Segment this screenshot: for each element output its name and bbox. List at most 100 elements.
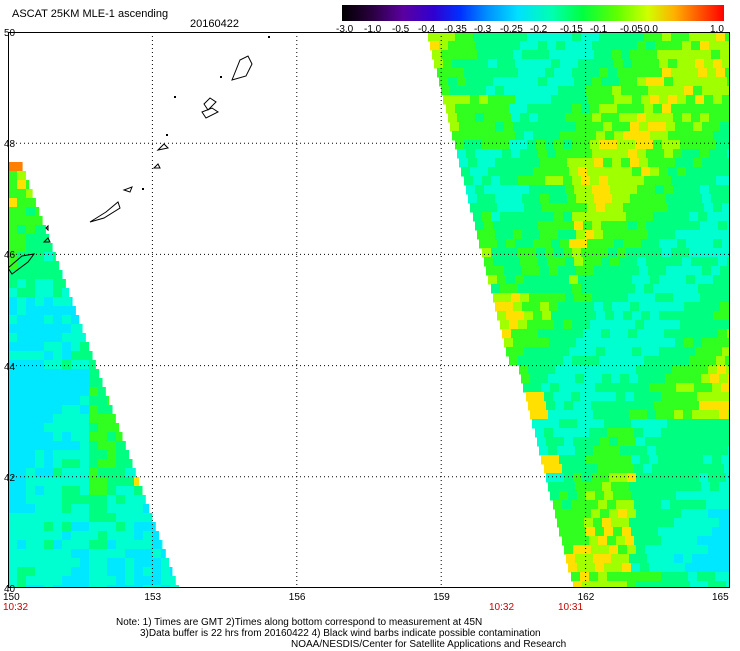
swath-cell — [536, 356, 546, 366]
swath-cell — [477, 158, 487, 168]
swath-cell — [659, 275, 669, 285]
swath-cell — [497, 203, 507, 213]
swath-cell — [587, 167, 597, 177]
swath-cell — [527, 68, 537, 78]
swath-cell — [62, 432, 72, 442]
swath-cell — [547, 41, 557, 51]
swath-cell — [116, 441, 126, 451]
swath-cell — [571, 392, 581, 402]
swath-cell — [682, 257, 692, 267]
swath-cell — [703, 527, 713, 537]
swath-cell — [719, 482, 729, 492]
swath-cell — [603, 266, 613, 276]
swath-cell — [17, 477, 27, 487]
swath-cell — [650, 239, 660, 249]
swath-cell — [721, 563, 730, 573]
swath-cell — [632, 311, 642, 321]
swath-cell — [598, 536, 608, 546]
swath-cell — [461, 167, 471, 177]
swath-cell — [26, 189, 33, 199]
swath-cell — [635, 356, 645, 366]
swath-cell — [709, 41, 719, 51]
swath-cell — [631, 563, 641, 573]
swath-cell — [657, 302, 667, 312]
swath-cell — [524, 203, 534, 213]
swath-cell — [603, 158, 613, 168]
longitude-label: 159 — [433, 592, 450, 603]
swath-cell — [718, 113, 728, 123]
swath-cell — [563, 248, 573, 258]
swath-cell — [685, 527, 695, 537]
swath-cell — [666, 194, 676, 204]
swath-cell — [685, 455, 695, 465]
swath-cell — [567, 230, 577, 240]
swath-cell — [587, 239, 597, 249]
swath-cell — [673, 41, 683, 51]
swath-cell — [143, 585, 153, 588]
swath-cell — [697, 536, 707, 546]
swath-cell — [707, 140, 717, 150]
swath-cell — [618, 581, 628, 588]
swath-cell — [513, 158, 523, 168]
swath-cell — [623, 59, 633, 69]
swath-cell — [621, 158, 631, 168]
swath-cell — [44, 324, 54, 334]
swath-cell — [602, 482, 612, 492]
swath-cell — [629, 446, 639, 456]
swath-cell — [718, 41, 728, 51]
swath-cell — [509, 140, 519, 150]
swath-cell — [531, 230, 541, 240]
swath-cell — [44, 414, 54, 424]
swath-cell — [617, 212, 627, 222]
swath-cell — [35, 531, 45, 541]
swath-cell — [8, 522, 18, 532]
swath-cell — [634, 392, 644, 402]
swath-cell — [563, 284, 573, 294]
swath-cell — [665, 446, 675, 456]
swath-cell — [640, 455, 650, 465]
swath-cell — [560, 311, 570, 321]
swath-cell — [89, 522, 99, 532]
swath-cell — [53, 261, 60, 271]
swath-cell — [506, 95, 516, 105]
swath-cell — [672, 437, 682, 447]
swath-cell — [601, 113, 611, 123]
swath-cell — [557, 446, 567, 456]
swath-cell — [170, 567, 173, 577]
swath-cell — [551, 239, 561, 249]
swath-cell — [62, 387, 72, 397]
swath-cell — [638, 482, 648, 492]
swath-cell — [44, 405, 54, 415]
swath-cell — [635, 284, 645, 294]
swath-cell — [688, 572, 698, 582]
swath-cell — [580, 572, 590, 582]
swath-cell — [62, 522, 72, 532]
swath-cell — [8, 549, 18, 559]
swath-cell — [691, 293, 701, 303]
swath-cell — [546, 473, 556, 483]
swath-cell — [544, 428, 554, 438]
swath-cell — [622, 563, 632, 573]
swath-cell — [80, 495, 90, 505]
swath-cell — [44, 585, 54, 588]
swath-cell — [26, 261, 36, 271]
swath-cell — [89, 549, 99, 559]
swath-cell — [700, 221, 710, 231]
swath-cell — [80, 441, 90, 451]
swath-cell — [537, 437, 547, 447]
swath-cell — [709, 329, 719, 339]
swath-cell — [682, 113, 692, 123]
swath-cell — [591, 581, 601, 588]
swath-cell — [618, 473, 628, 483]
swath-cell — [545, 32, 555, 42]
swath-cell — [441, 86, 451, 96]
swath-cell — [71, 513, 81, 523]
swath-cell — [98, 585, 108, 588]
swath-cell — [607, 572, 617, 582]
swath-cell — [125, 486, 135, 496]
swath-cell — [584, 410, 594, 420]
swath-cell — [727, 221, 730, 231]
swath-cell — [600, 581, 610, 588]
swath-cell — [627, 365, 637, 375]
swath-cell — [585, 194, 595, 204]
